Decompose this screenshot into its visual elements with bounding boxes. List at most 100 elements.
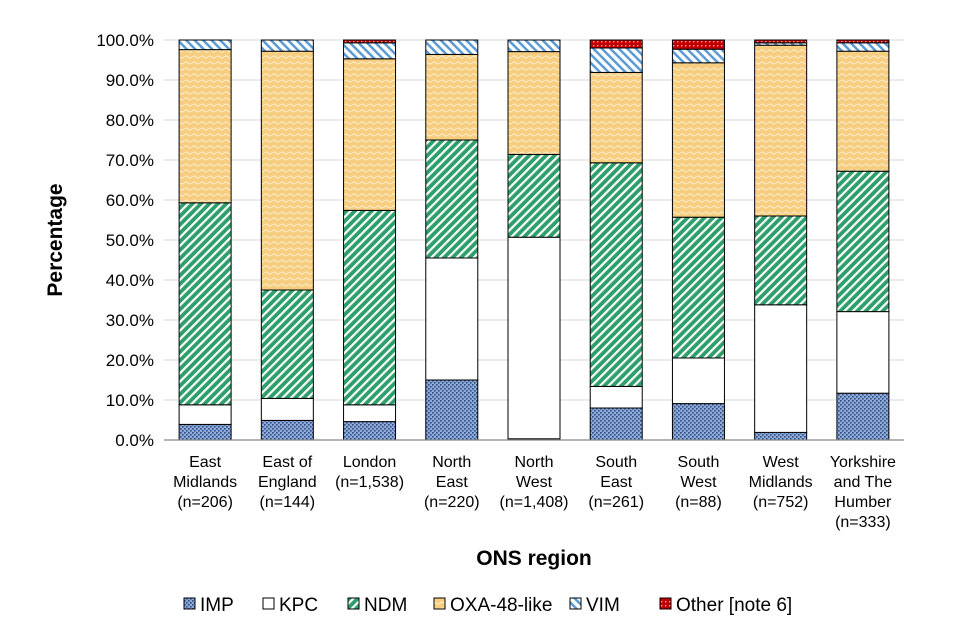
legend-swatch	[569, 597, 582, 610]
x-axis-title: ONS region	[476, 547, 592, 570]
x-category-label: East of England (n=144)	[258, 454, 317, 511]
bar-vim	[507, 39, 561, 53]
bar-ndm	[589, 162, 643, 387]
bar-oxa-48-like	[343, 58, 397, 211]
bar-kpc	[671, 357, 725, 405]
bar-oxa-48-like	[507, 51, 561, 155]
legend-swatch	[183, 597, 196, 610]
bar-other-note-6	[836, 39, 890, 44]
y-axis-ticks: 0.0% 10.0% 20.0% 30.0% 40.0% 50.0% 60.0% 70.0% 8…	[96, 31, 154, 450]
bar-vim	[178, 39, 232, 51]
bar-ndm	[754, 215, 808, 306]
bar-imp	[754, 431, 808, 441]
bar-ndm	[260, 289, 314, 399]
y-tick-label: 20.0%	[106, 351, 154, 370]
y-axis-title: Percentage	[44, 183, 67, 296]
bar-ndm	[507, 153, 561, 238]
y-tick-label: 70.0%	[106, 151, 154, 170]
bar-stack	[589, 39, 643, 441]
legend-swatch	[659, 597, 672, 610]
bar-other-note-6	[754, 39, 808, 44]
y-tick-label: 50.0%	[106, 231, 154, 250]
bar-stack	[260, 39, 314, 441]
legend-item-oxa-48-like: OXA-48-like	[433, 595, 552, 616]
bar-vim	[343, 42, 397, 60]
y-tick-label: 100.0%	[96, 31, 154, 50]
bar-vim	[425, 39, 479, 55]
legend-item-vim: VIM	[569, 595, 620, 616]
legend-item-kpc: KPC	[262, 595, 318, 616]
bar-imp	[343, 421, 397, 441]
bars	[178, 39, 890, 441]
bar-kpc	[425, 257, 479, 381]
bar-imp	[589, 407, 643, 441]
bar-vim	[260, 39, 314, 52]
bar-ndm	[671, 216, 725, 359]
bar-stack	[507, 39, 561, 441]
x-category-label: North West (n=1,408)	[500, 454, 569, 511]
bar-stack	[671, 39, 725, 441]
bar-other-note-6	[671, 39, 725, 50]
legend-item-imp: IMP	[183, 595, 234, 616]
legend-swatch	[347, 597, 360, 610]
bar-oxa-48-like	[836, 50, 890, 172]
bar-imp	[178, 423, 232, 441]
bar-stack	[178, 39, 232, 441]
legend: IMP KPC NDM OXA-48-like VIM Other [note 6]	[183, 595, 792, 616]
bar-oxa-48-like	[260, 50, 314, 291]
x-category-label: South West (n=88)	[675, 454, 722, 511]
bar-ndm	[178, 202, 232, 406]
bar-stack	[343, 39, 397, 441]
legend-label: VIM	[586, 595, 620, 616]
bar-imp	[671, 403, 725, 441]
legend-item-other-note-6: Other [note 6]	[659, 595, 792, 616]
legend-label: Other [note 6]	[676, 595, 792, 616]
x-category-label: North East (n=220)	[424, 454, 480, 511]
legend-label: IMP	[200, 595, 234, 616]
x-category-label: South East (n=261)	[588, 454, 644, 511]
bar-kpc	[343, 404, 397, 423]
bar-kpc	[178, 404, 232, 425]
legend-label: NDM	[364, 595, 407, 616]
bar-ndm	[425, 139, 479, 259]
x-category-label: London (n=1,538)	[335, 454, 404, 491]
bar-other-note-6	[343, 39, 397, 44]
bar-oxa-48-like	[425, 53, 479, 141]
bar-stack	[754, 39, 808, 441]
bar-stack	[425, 39, 479, 441]
y-tick-label: 10.0%	[106, 391, 154, 410]
y-tick-label: 90.0%	[106, 71, 154, 90]
y-tick-label: 80.0%	[106, 111, 154, 130]
x-category-label: East Midlands (n=206)	[173, 454, 237, 511]
bar-imp	[836, 392, 890, 441]
bar-kpc	[260, 397, 314, 421]
bar-stack	[836, 39, 890, 441]
bar-vim	[589, 47, 643, 73]
bar-imp	[260, 419, 314, 441]
bar-imp	[425, 379, 479, 441]
bar-oxa-48-like	[589, 71, 643, 164]
bar-oxa-48-like	[671, 62, 725, 218]
bar-kpc	[836, 311, 890, 394]
bar-kpc	[589, 385, 643, 409]
bar-kpc	[754, 304, 808, 433]
bar-oxa-48-like	[178, 49, 232, 204]
bar-kpc	[507, 236, 561, 440]
bar-vim	[836, 42, 890, 52]
legend-label: OXA-48-like	[450, 595, 552, 616]
x-category-label: West Midlands (n=752)	[749, 454, 813, 511]
legend-item-ndm: NDM	[347, 595, 407, 616]
x-category-label: Yorkshire and The Humber (n=333)	[830, 454, 896, 531]
bar-other-note-6	[589, 39, 643, 49]
y-tick-label: 0.0%	[115, 431, 154, 450]
legend-swatch	[262, 597, 275, 610]
bar-vim	[671, 48, 725, 64]
y-tick-label: 60.0%	[106, 191, 154, 210]
x-axis-categories: East Midlands (n=206) East of England (n=144)…	[173, 454, 896, 531]
legend-swatch	[433, 597, 446, 610]
y-tick-label: 30.0%	[106, 311, 154, 330]
bar-ndm	[836, 170, 890, 313]
bar-ndm	[343, 209, 397, 406]
y-tick-label: 40.0%	[106, 271, 154, 290]
